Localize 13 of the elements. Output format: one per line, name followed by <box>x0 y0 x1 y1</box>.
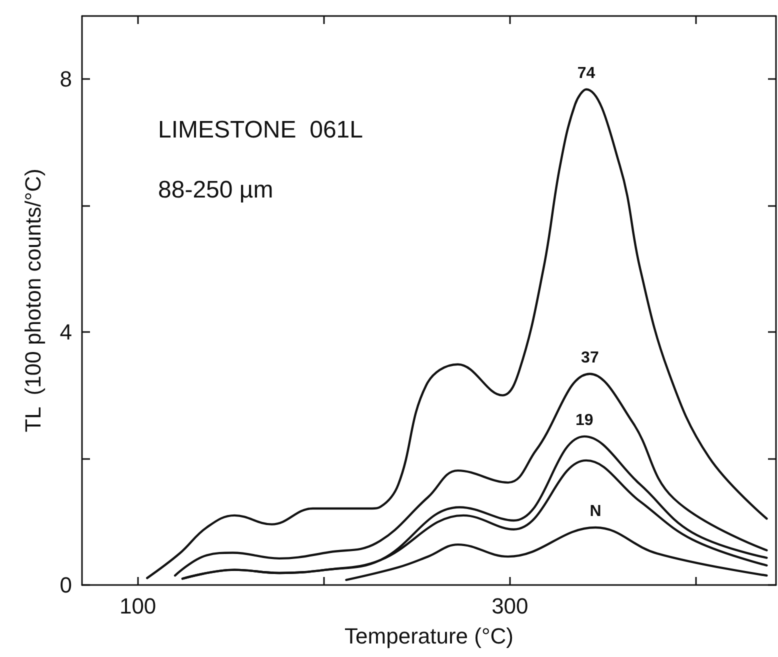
y-tick-label: 8 <box>60 66 72 92</box>
annotation: 88-250 µm <box>158 176 274 204</box>
series-label: N <box>590 502 602 520</box>
series-label: 74 <box>577 64 596 82</box>
series-label: 19 <box>575 412 594 429</box>
annotation: LIMESTONE 061L <box>158 116 363 144</box>
x-tick-label: 100 <box>119 594 156 618</box>
x-axis-title: Temperature (°C) <box>344 624 514 648</box>
x-tick-label: 300 <box>492 594 528 618</box>
y-tick-label: 4 <box>60 320 72 345</box>
y-axis-title: TL (100 photon counts/°C) <box>20 168 46 432</box>
y-tick-label: 0 <box>60 572 72 598</box>
series-label: 37 <box>581 349 599 366</box>
